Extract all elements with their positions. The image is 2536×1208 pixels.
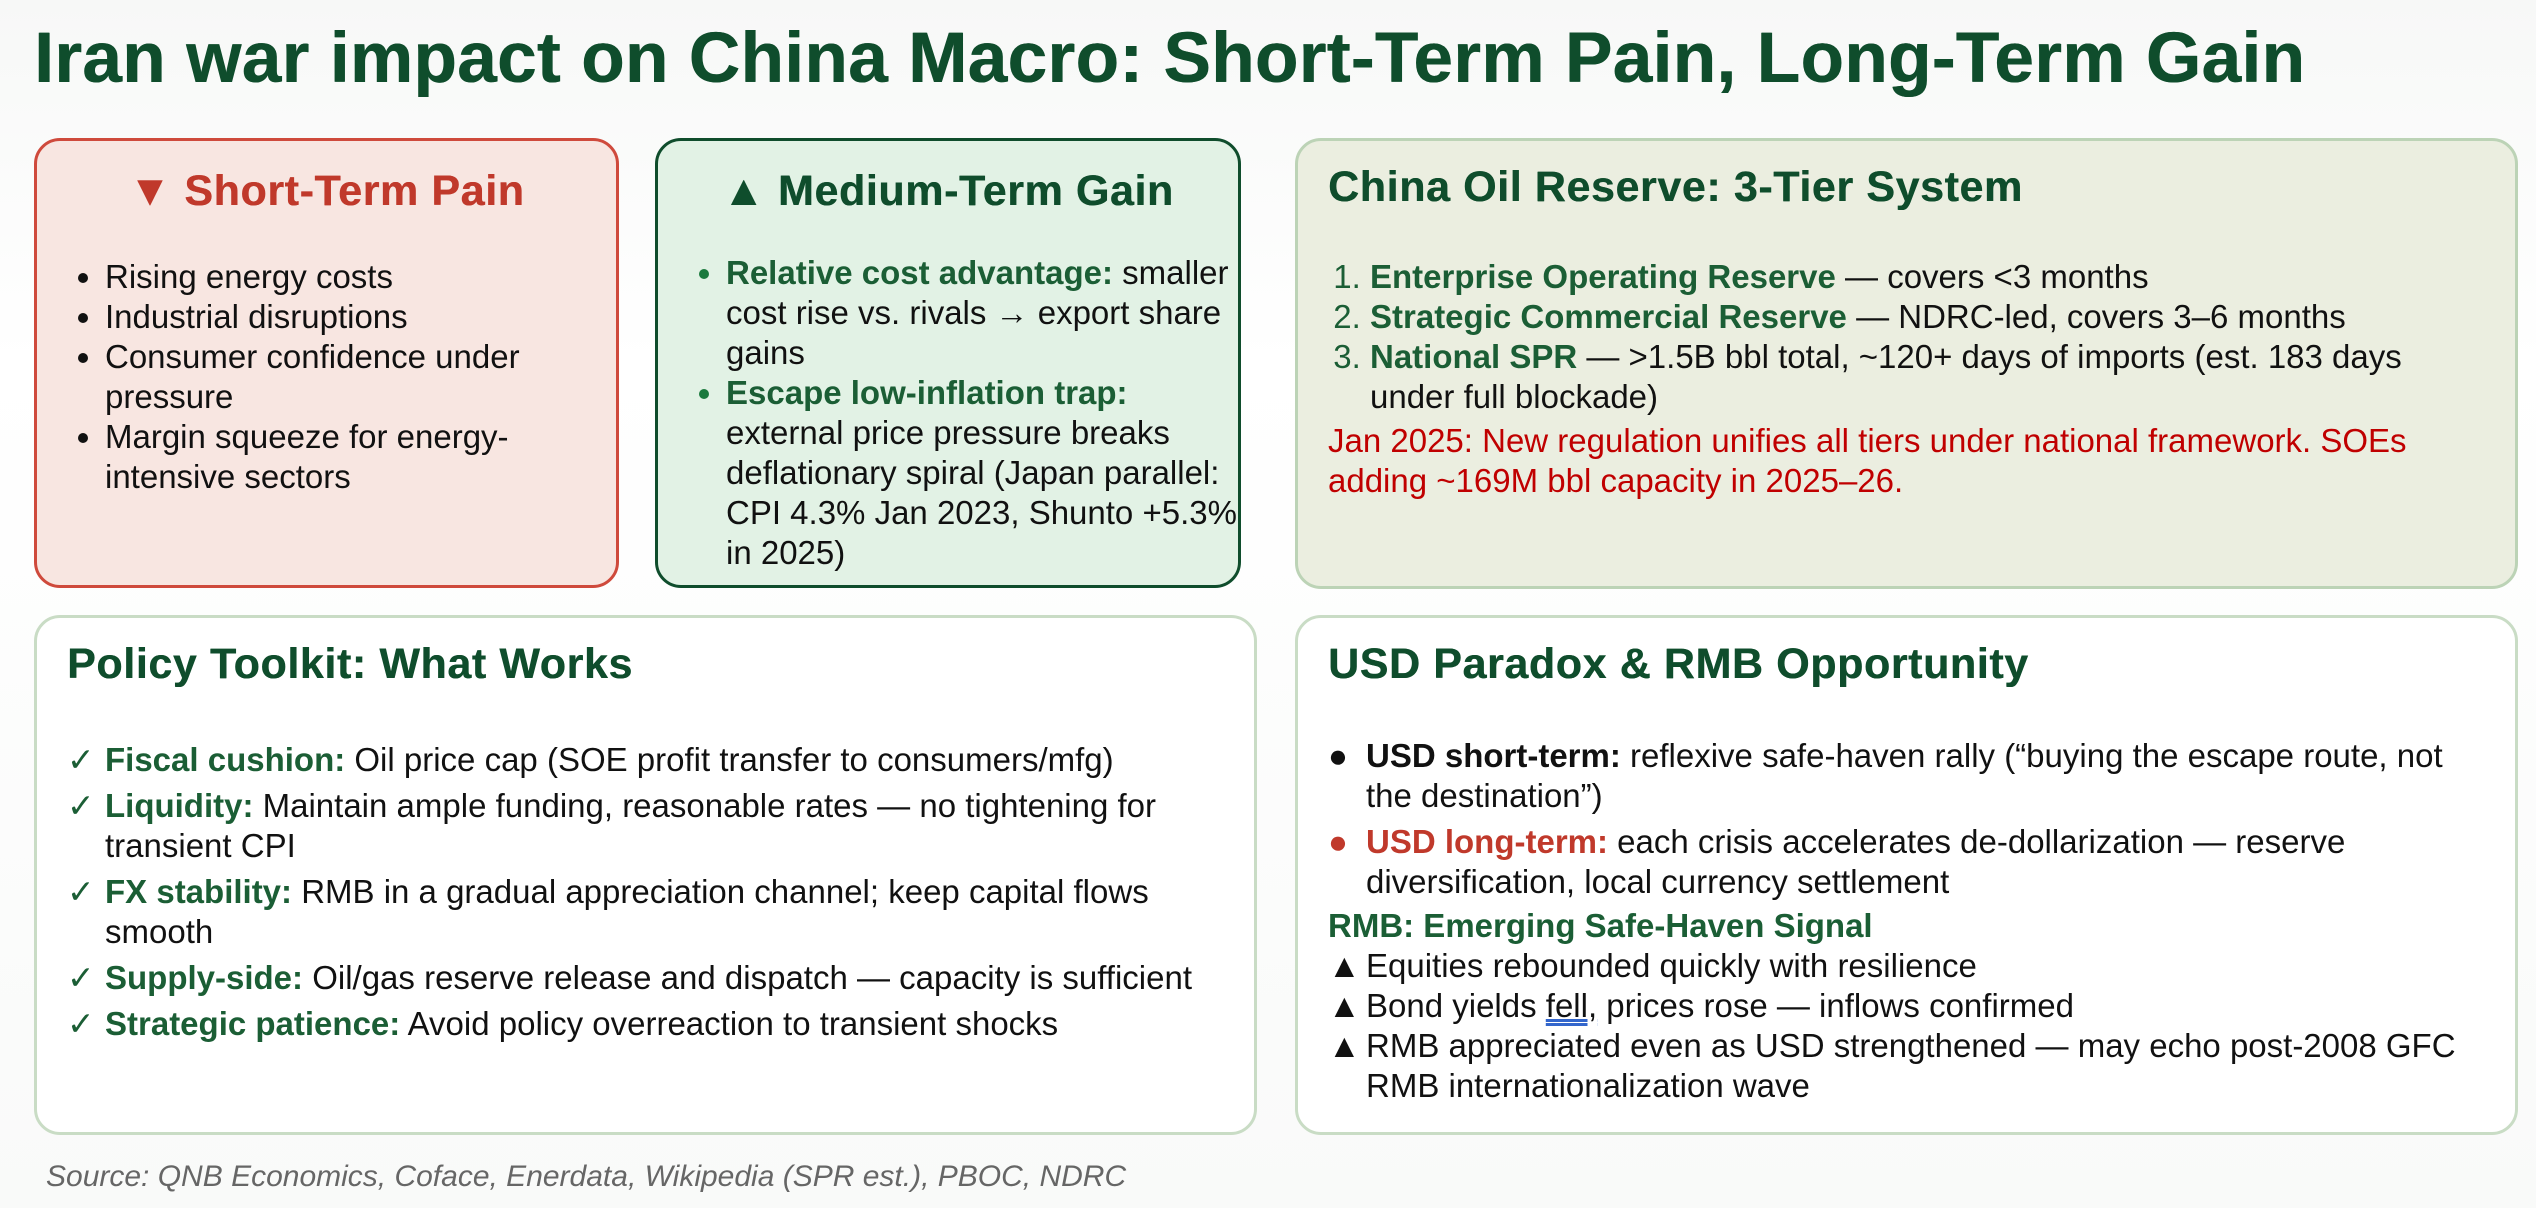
item-label: USD long-term: bbox=[1366, 823, 1608, 860]
item-label: National SPR bbox=[1370, 338, 1578, 375]
usd-paradox-card: USD Paradox & RMB Opportunity ● USD short… bbox=[1295, 615, 2518, 1135]
policy-toolkit-heading: Policy Toolkit: What Works bbox=[67, 640, 633, 688]
item-text: external price pressure breaks deflation… bbox=[726, 414, 1237, 571]
item-label: Liquidity: bbox=[105, 787, 254, 824]
item-text: Oil/gas reserve release and dispatch — c… bbox=[303, 959, 1193, 996]
medium-term-gain-heading: ▲ Medium-Term Gain bbox=[722, 167, 1174, 215]
item-label: FX stability: bbox=[105, 873, 293, 910]
up-triangle-icon: ▲ bbox=[1328, 987, 1361, 1024]
item-label: Strategic Commercial Reserve bbox=[1370, 298, 1847, 335]
list-item: ✓ Fiscal cushion: Oil price cap (SOE prof… bbox=[67, 740, 1234, 780]
medium-term-gain-card: ▲ Medium-Term Gain Relative cost advanta… bbox=[655, 138, 1241, 588]
policy-toolkit-card: Policy Toolkit: What Works ✓ Fiscal cushi… bbox=[34, 615, 1257, 1135]
item-label: Strategic patience: bbox=[105, 1005, 401, 1042]
list-item: Escape low-inflation trap: external pric… bbox=[726, 373, 1238, 573]
item-label: Fiscal cushion: bbox=[105, 741, 346, 778]
short-term-pain-heading: ▼ Short-Term Pain bbox=[128, 167, 525, 215]
item-text: Equities rebounded quickly with resilien… bbox=[1366, 947, 1977, 984]
list-item: ✓ Strategic patience: Avoid policy overre… bbox=[67, 1004, 1234, 1044]
list-item: ▲ RMB appreciated even as USD strengthene… bbox=[1328, 1026, 2495, 1106]
spellcheck-word: fell, bbox=[1545, 987, 1598, 1024]
list-item: Enterprise Operating Reserve — covers <3… bbox=[1370, 257, 2495, 297]
checkmark-icon: ✓ bbox=[67, 1005, 95, 1042]
item-text: smaller cost rise vs. rivals → export sh… bbox=[726, 254, 1229, 371]
list-item: ▲ Bond yields fell, prices rose — inflows… bbox=[1328, 986, 2495, 1026]
up-triangle-icon: ▲ bbox=[1328, 1027, 1361, 1064]
oil-reserve-heading: China Oil Reserve: 3-Tier System bbox=[1328, 163, 2023, 211]
item-text: Bond yields bbox=[1366, 987, 1546, 1024]
item-label: USD short-term: bbox=[1366, 737, 1621, 774]
source-note: Source: QNB Economics, Coface, Enerdata,… bbox=[46, 1160, 1127, 1193]
oil-reserve-tiers: Enterprise Operating Reserve — covers <3… bbox=[1298, 257, 2515, 417]
item-label: Enterprise Operating Reserve bbox=[1370, 258, 1836, 295]
item-text: Maintain ample funding, reasonable rates… bbox=[105, 787, 1157, 864]
checkmark-icon: ✓ bbox=[67, 873, 95, 910]
item-text: — >1.5B bbl total, ~120+ days of imports… bbox=[1370, 338, 2402, 415]
list-item: ✓ Supply-side: Oil/gas reserve release an… bbox=[67, 958, 1234, 998]
checkmark-icon: ✓ bbox=[67, 787, 95, 824]
list-item: Rising energy costs bbox=[105, 257, 616, 297]
checkmark-icon: ✓ bbox=[67, 959, 95, 996]
policy-checklist: ✓ Fiscal cushion: Oil price cap (SOE prof… bbox=[67, 740, 1234, 1044]
list-item: National SPR — >1.5B bbl total, ~120+ da… bbox=[1370, 337, 2495, 417]
list-item: ✓ FX stability: RMB in a gradual apprecia… bbox=[67, 872, 1234, 952]
item-text: reflexive safe-haven rally (“buying the … bbox=[1366, 737, 2443, 814]
rmb-subheading: RMB: Emerging Safe-Haven Signal bbox=[1328, 907, 1873, 944]
oil-reserve-card: China Oil Reserve: 3-Tier System Enterpr… bbox=[1295, 138, 2518, 589]
item-text: RMB in a gradual appreciation channel; k… bbox=[105, 873, 1149, 950]
medium-term-gain-list: Relative cost advantage: smaller cost ri… bbox=[658, 253, 1238, 573]
item-text: prices rose — inflows confirmed bbox=[1597, 987, 2074, 1024]
list-item: Consumer confidence under pressure bbox=[105, 337, 616, 417]
item-text: RMB appreciated even as USD strengthened… bbox=[1366, 1027, 2456, 1104]
short-term-pain-list: Rising energy costs Industrial disruptio… bbox=[37, 257, 616, 497]
list-item: ● USD long-term: each crisis accelerates … bbox=[1328, 822, 2495, 902]
up-triangle-icon: ▲ bbox=[1328, 947, 1361, 984]
item-label: Relative cost advantage: bbox=[726, 254, 1113, 291]
item-text: Oil price cap (SOE profit transfer to co… bbox=[345, 741, 1114, 778]
item-label: Supply-side: bbox=[105, 959, 304, 996]
usd-paradox-body: ● USD short-term: reflexive safe-haven ra… bbox=[1328, 736, 2495, 1106]
item-text: — covers <3 months bbox=[1835, 258, 2149, 295]
list-item: Relative cost advantage: smaller cost ri… bbox=[726, 253, 1238, 373]
list-item: Industrial disruptions bbox=[105, 297, 616, 337]
item-text: Avoid policy overreaction to transient s… bbox=[400, 1005, 1059, 1042]
list-item: ✓ Liquidity: Maintain ample funding, reas… bbox=[67, 786, 1234, 866]
page-title: Iran war impact on China Macro: Short-Te… bbox=[34, 19, 2306, 98]
oil-reserve-note: Jan 2025: New regulation unifies all tie… bbox=[1328, 422, 2407, 499]
usd-paradox-heading: USD Paradox & RMB Opportunity bbox=[1328, 640, 2029, 688]
short-term-pain-card: ▼ Short-Term Pain Rising energy costs In… bbox=[34, 138, 619, 588]
bullet-icon: ● bbox=[1328, 823, 1348, 860]
bullet-icon: ● bbox=[1328, 737, 1348, 774]
list-item: ▲ Equities rebounded quickly with resilie… bbox=[1328, 946, 2495, 986]
item-label: Escape low-inflation trap: bbox=[726, 374, 1128, 411]
item-text: — NDRC-led, covers 3–6 months bbox=[1846, 298, 2346, 335]
checkmark-icon: ✓ bbox=[67, 741, 95, 778]
list-item: ● USD short-term: reflexive safe-haven ra… bbox=[1328, 736, 2495, 816]
list-item: Margin squeeze for energy-intensive sect… bbox=[105, 417, 616, 497]
item-text: each crisis accelerates de-dollarization… bbox=[1366, 823, 2346, 900]
list-item: Strategic Commercial Reserve — NDRC-led,… bbox=[1370, 297, 2495, 337]
